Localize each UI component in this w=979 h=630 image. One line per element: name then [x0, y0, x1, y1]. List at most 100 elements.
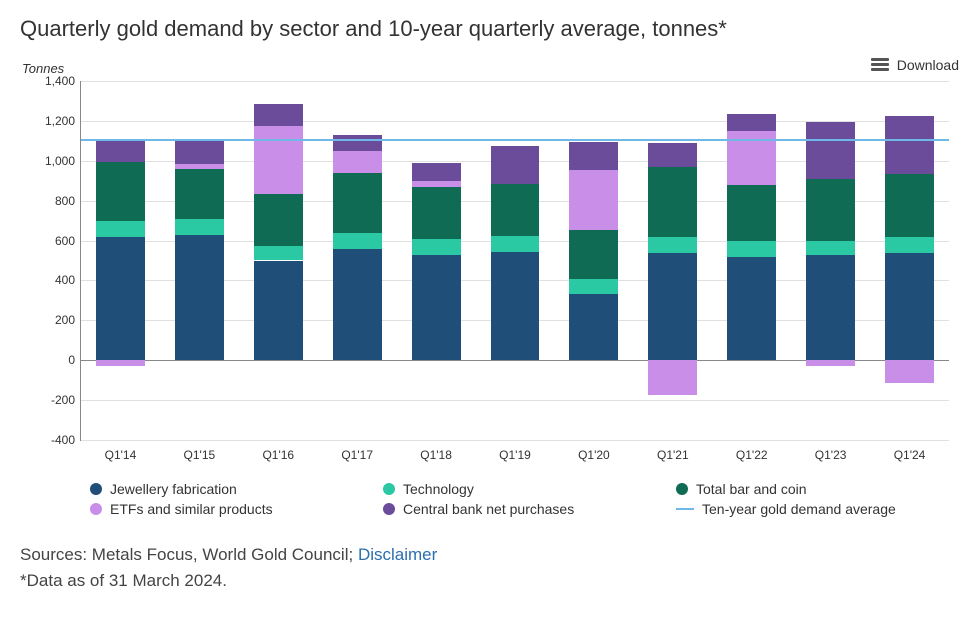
legend-line-icon	[676, 508, 694, 510]
bar-segment-jewellery	[175, 235, 224, 361]
bar-group	[175, 81, 224, 440]
bar-segment-etf	[806, 360, 855, 366]
x-tick-label: Q1'16	[262, 448, 294, 462]
y-tick-label: 400	[27, 273, 75, 287]
x-tick-label: Q1'19	[499, 448, 531, 462]
bar-segment-barcoin	[569, 230, 618, 280]
x-tick-label: Q1'14	[105, 448, 137, 462]
download-label[interactable]: Download	[897, 57, 959, 73]
bar-segment-jewellery	[648, 253, 697, 361]
legend-swatch-icon	[383, 483, 395, 495]
bar-segment-technology	[96, 221, 145, 237]
x-tick-label: Q1'15	[184, 448, 216, 462]
bar-segment-central	[175, 140, 224, 164]
bar-segment-etf	[96, 360, 145, 366]
bar-segment-jewellery	[254, 261, 303, 361]
bar-segment-barcoin	[96, 162, 145, 221]
bar-segment-central	[254, 104, 303, 126]
bar-segment-etf	[254, 126, 303, 194]
legend-swatch-icon	[90, 483, 102, 495]
bar-segment-etf	[175, 164, 224, 169]
legend-item: Central bank net purchases	[383, 501, 656, 517]
legend-item: Total bar and coin	[676, 481, 949, 497]
legend-swatch-icon	[90, 503, 102, 515]
x-tick-label: Q1'17	[341, 448, 373, 462]
bar-segment-central	[727, 114, 776, 131]
legend-label: ETFs and similar products	[110, 501, 273, 517]
legend-label: Total bar and coin	[696, 481, 807, 497]
bar-segment-jewellery	[491, 252, 540, 361]
chart-legend: Jewellery fabrication Technology Total bar…	[90, 481, 949, 517]
bar-segment-barcoin	[648, 167, 697, 237]
bar-segment-technology	[569, 279, 618, 294]
bar-group	[806, 81, 855, 440]
bar-segment-technology	[333, 233, 382, 249]
chart-title: Quarterly gold demand by sector and 10-y…	[20, 16, 959, 42]
x-tick-label: Q1'22	[736, 448, 768, 462]
y-tick-label: 200	[27, 313, 75, 327]
bar-group	[491, 81, 540, 440]
x-tick-label: Q1'24	[894, 448, 926, 462]
bar-segment-central	[412, 163, 461, 181]
bar-segment-central	[569, 142, 618, 170]
y-tick-label: 600	[27, 234, 75, 248]
legend-item: Technology	[383, 481, 656, 497]
disclaimer-link[interactable]: Disclaimer	[358, 545, 437, 564]
bar-segment-jewellery	[727, 257, 776, 361]
chart-footnote: Sources: Metals Focus, World Gold Counci…	[20, 545, 959, 591]
bar-segment-jewellery	[885, 253, 934, 361]
bar-group	[333, 81, 382, 440]
bar-segment-barcoin	[727, 185, 776, 241]
bar-group	[885, 81, 934, 440]
bar-segment-technology	[175, 219, 224, 235]
average-line	[81, 139, 949, 141]
bar-segment-technology	[806, 241, 855, 255]
legend-swatch-icon	[383, 503, 395, 515]
sources-text: Sources: Metals Focus, World Gold Counci…	[20, 545, 358, 564]
legend-item: Ten-year gold demand average	[676, 501, 949, 517]
bar-segment-barcoin	[885, 174, 934, 237]
bar-segment-barcoin	[491, 184, 540, 236]
y-tick-label: 1,400	[27, 74, 75, 88]
legend-label: Technology	[403, 481, 474, 497]
y-tick-label: 800	[27, 194, 75, 208]
bar-group	[727, 81, 776, 440]
download-menu-icon[interactable]	[871, 56, 889, 73]
bar-segment-etf	[569, 170, 618, 230]
bar-segment-central	[885, 116, 934, 174]
bar-segment-central	[648, 143, 697, 167]
bar-segment-jewellery	[806, 255, 855, 361]
bar-group	[648, 81, 697, 440]
gridline	[81, 440, 949, 441]
y-tick-label: 1,200	[27, 114, 75, 128]
legend-item: ETFs and similar products	[90, 501, 363, 517]
bar-segment-etf	[333, 151, 382, 173]
bar-group	[412, 81, 461, 440]
bar-segment-barcoin	[333, 173, 382, 233]
bar-segment-barcoin	[254, 194, 303, 246]
bar-group	[254, 81, 303, 440]
x-tick-label: Q1'18	[420, 448, 452, 462]
bar-segment-technology	[727, 241, 776, 257]
bar-segment-technology	[412, 239, 461, 255]
bar-segment-technology	[254, 246, 303, 261]
bar-segment-central	[96, 140, 145, 162]
bar-segment-technology	[491, 236, 540, 252]
bar-segment-barcoin	[175, 169, 224, 219]
x-tick-label: Q1'23	[815, 448, 847, 462]
x-tick-label: Q1'20	[578, 448, 610, 462]
legend-item: Jewellery fabrication	[90, 481, 363, 497]
bar-segment-etf	[885, 360, 934, 383]
bar-segment-jewellery	[412, 255, 461, 361]
bar-segment-jewellery	[96, 237, 145, 361]
y-tick-label: 0	[27, 353, 75, 367]
chart-plot-area: Tonnes -400-20002004006008001,0001,2001,…	[80, 81, 949, 441]
as-of-text: *Data as of 31 March 2024.	[20, 571, 959, 591]
bar-segment-barcoin	[806, 179, 855, 241]
bar-segment-etf	[648, 360, 697, 395]
y-tick-label: -400	[27, 433, 75, 447]
bar-group	[569, 81, 618, 440]
legend-swatch-icon	[676, 483, 688, 495]
bar-segment-central	[333, 135, 382, 151]
bar-segment-barcoin	[412, 187, 461, 239]
